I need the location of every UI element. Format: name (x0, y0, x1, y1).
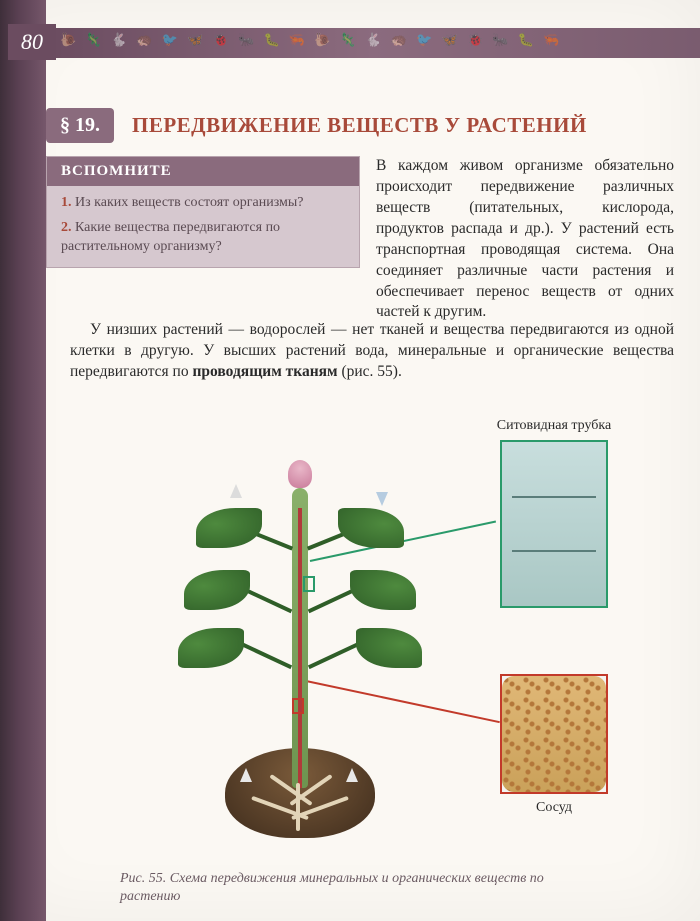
callout-vessel (500, 674, 608, 794)
arrow-up-soil-r (346, 768, 358, 782)
arrow-up-soil-l (240, 768, 252, 782)
leaf-l3 (178, 628, 244, 668)
intro-paragraph-right: В каждом живом организме обязательно про… (376, 156, 674, 323)
recall-heading: ВСПОМНИТЕ (47, 157, 359, 186)
callout-sieve-tube (500, 440, 608, 608)
recall-q1-num: 1. (61, 195, 72, 210)
page-number-text: 80 (21, 29, 43, 55)
page-number: 80 (8, 24, 56, 60)
textbook-page: 🐌 🦎 🐇 🦔 🐦 🦋 🐞 🐜 🐛 🦐 🐌 🦎 🐇 🦔 🐦 🦋 🐞 🐜 🐛 🦐 … (0, 0, 700, 921)
caption-prefix: Рис. 55. (120, 871, 166, 886)
flower (288, 460, 312, 488)
spine-strip (0, 0, 46, 921)
section-badge-text: § 19. (60, 114, 100, 137)
section-badge: § 19. (46, 108, 114, 143)
branch-l2 (242, 587, 293, 613)
recall-body: 1. Из каких веществ состоят организмы? 2… (47, 186, 359, 267)
leaf-r1 (338, 508, 404, 548)
recall-box: ВСПОМНИТЕ 1. Из каких веществ состоят ор… (46, 156, 360, 268)
vessel-illustration (502, 676, 606, 792)
recall-q1-text: Из каких веществ состоят организмы? (75, 195, 304, 210)
para-full-b: (рис. 55). (338, 363, 402, 380)
title-row: § 19. ПЕРЕДВИЖЕНИЕ ВЕЩЕСТВ У РАСТЕНИЙ (46, 108, 587, 143)
sieve-tube-illustration (502, 442, 606, 606)
arrow-down-right (376, 492, 388, 506)
paragraph-full: У низших растений — водорослей — нет тка… (70, 320, 674, 383)
branch-r3 (308, 641, 362, 669)
recall-q2-num: 2. (61, 220, 72, 235)
chapter-title: ПЕРЕДВИЖЕНИЕ ВЕЩЕСТВ У РАСТЕНИЙ (132, 108, 587, 143)
stem-inner-vessel (298, 508, 302, 788)
arrow-up-left (230, 484, 242, 498)
label-vessel: Сосуд (494, 800, 614, 816)
header-ornament: 🐌 🦎 🐇 🦔 🐦 🦋 🐞 🐜 🐛 🦐 🐌 🦎 🐇 🦔 🐦 🦋 🐞 🐜 🐛 🦐 (60, 32, 562, 48)
leaf-l1 (196, 508, 262, 548)
label-sieve-tube: Ситовидная трубка (494, 418, 614, 434)
root-main (296, 783, 300, 831)
leaf-r3 (356, 628, 422, 668)
branch-l3 (238, 641, 292, 669)
para-full-bold: проводящим тканям (192, 363, 337, 380)
recall-q2-text: Какие вещества передвигаются по растител… (61, 220, 280, 254)
recall-q1: 1. Из каких веществ состоят организмы? (61, 194, 345, 213)
leaf-l2 (184, 570, 250, 610)
plant-diagram (170, 448, 430, 848)
leaf-r2 (350, 570, 416, 610)
recall-q2: 2. Какие вещества передвигаются по расти… (61, 219, 345, 257)
mark-green (303, 576, 315, 592)
figure-caption: Рис. 55. Схема передвижения минеральных … (120, 870, 570, 906)
figure-55: Ситовидная трубка Сосуд (70, 430, 674, 860)
caption-text: Схема передвижения минеральных и органич… (120, 871, 544, 904)
mark-red (292, 698, 304, 714)
